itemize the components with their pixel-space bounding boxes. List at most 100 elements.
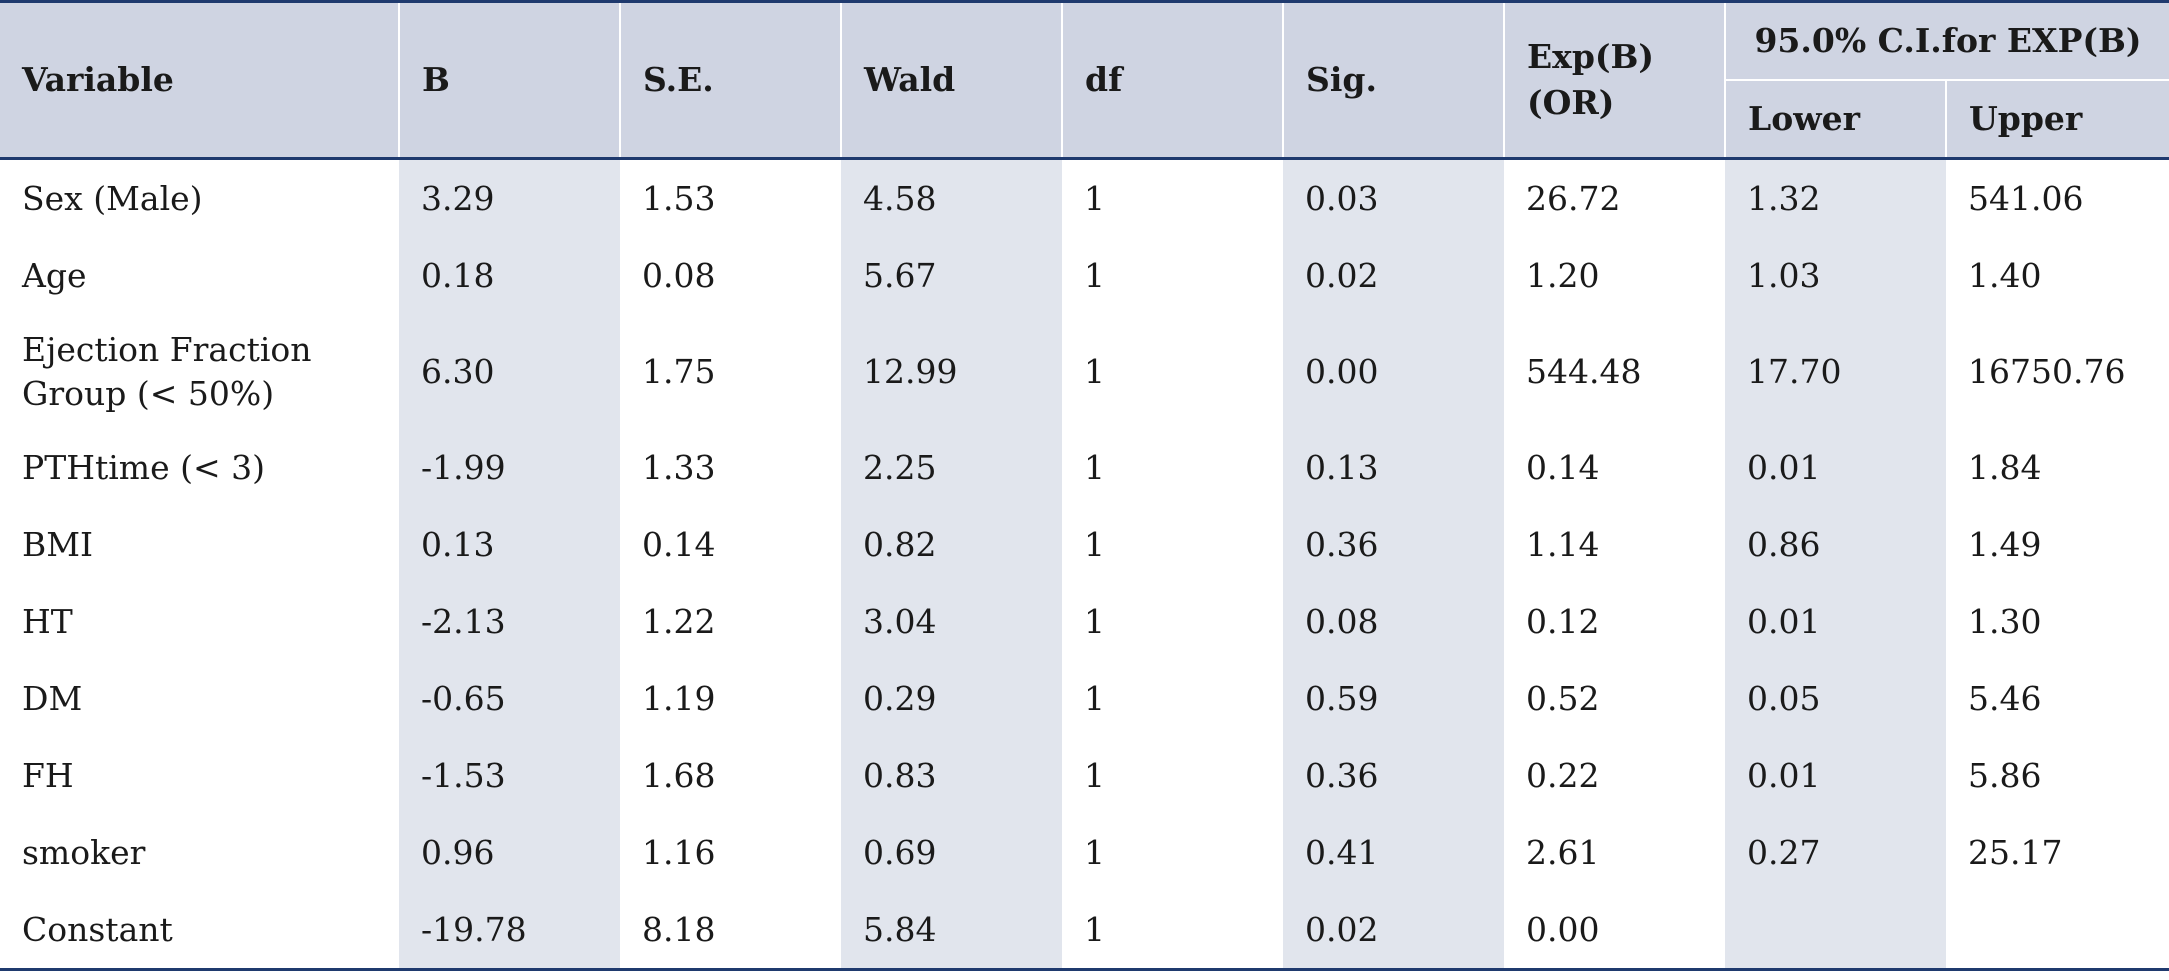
cell-wald: 5.67 xyxy=(841,237,1062,314)
cell-variable: PTHtime (< 3) xyxy=(22,447,266,487)
header-upper: Upper xyxy=(1946,80,2169,160)
cell-b: 0.18 xyxy=(399,237,620,314)
cell-b: -1.99 xyxy=(399,429,620,506)
cell-b: -2.13 xyxy=(399,583,620,660)
table-row: Ejection Fraction Group (< 50%) 6.30 1.75 12… xyxy=(0,314,2169,429)
cell-df: 1 xyxy=(1084,601,1105,641)
cell-upper: 541.06 xyxy=(1968,178,2084,218)
cell-df: 1 xyxy=(1084,524,1105,564)
cell-se: 0.14 xyxy=(642,524,716,564)
cell-upper: 1.40 xyxy=(1968,255,2042,295)
cell-variable: DM xyxy=(22,678,83,718)
cell-b: 6.30 xyxy=(399,314,620,429)
cell-se: 0.08 xyxy=(642,255,716,295)
cell-wald: 3.04 xyxy=(841,583,1062,660)
cell-b: 0.13 xyxy=(399,506,620,583)
cell-expb: 2.61 xyxy=(1526,832,1600,872)
cell-variable: Sex (Male) xyxy=(22,178,203,218)
cell-df: 1 xyxy=(1084,832,1105,872)
header-expb-line2: (OR) xyxy=(1527,83,1615,122)
cell-expb: 0.52 xyxy=(1526,678,1600,718)
table-row: smoker 0.96 1.16 0.69 1 0.41 2.61 0.27 25.17 xyxy=(0,814,2169,891)
cell-b: -1.53 xyxy=(399,737,620,814)
cell-sig: 0.08 xyxy=(1283,583,1504,660)
cell-lower xyxy=(1725,891,1946,970)
cell-upper: 25.17 xyxy=(1968,832,2063,872)
cell-variable: FH xyxy=(22,755,74,795)
cell-b: 0.96 xyxy=(399,814,620,891)
cell-wald: 0.29 xyxy=(841,660,1062,737)
header-b: B xyxy=(399,1,621,160)
table-row: Constant -19.78 8.18 5.84 1 0.02 0.00 xyxy=(0,891,2169,970)
cell-upper: 5.46 xyxy=(1968,678,2042,718)
cell-upper xyxy=(1946,891,2169,970)
cell-upper: 1.84 xyxy=(1968,447,2042,487)
cell-variable-line2: Group (< 50%) xyxy=(22,373,275,413)
table-row: FH -1.53 1.68 0.83 1 0.36 0.22 0.01 5.86 xyxy=(0,737,2169,814)
cell-df: 1 xyxy=(1084,678,1105,718)
cell-upper: 1.30 xyxy=(1968,601,2042,641)
table-row: PTHtime (< 3) -1.99 1.33 2.25 1 0.13 0.14 0.01 1… xyxy=(0,429,2169,506)
table-body: Sex (Male) 3.29 1.53 4.58 1 0.03 26.72 1.32 541.… xyxy=(0,158,2169,970)
cell-sig: 0.59 xyxy=(1283,660,1504,737)
cell-wald: 0.82 xyxy=(841,506,1062,583)
cell-variable: Constant xyxy=(22,909,173,949)
cell-expb: 1.14 xyxy=(1526,524,1600,564)
table-row: BMI 0.13 0.14 0.82 1 0.36 1.14 0.86 1.49 xyxy=(0,506,2169,583)
header-ci-group: 95.0% C.I.for EXP(B) xyxy=(1725,1,2169,81)
cell-lower: 1.32 xyxy=(1725,158,1946,237)
table-row: DM -0.65 1.19 0.29 1 0.59 0.52 0.05 5.46 xyxy=(0,660,2169,737)
cell-wald: 0.69 xyxy=(841,814,1062,891)
header-expb-line1: Exp(B) xyxy=(1527,37,1655,76)
cell-se: 1.22 xyxy=(642,601,716,641)
cell-df: 1 xyxy=(1084,351,1105,391)
cell-se: 1.19 xyxy=(642,678,716,718)
cell-se: 1.16 xyxy=(642,832,716,872)
cell-wald: 12.99 xyxy=(841,314,1062,429)
header-se: S.E. xyxy=(620,1,842,160)
header-sig: Sig. xyxy=(1283,1,1505,160)
cell-expb: 0.22 xyxy=(1526,755,1600,795)
cell-se: 1.68 xyxy=(642,755,716,795)
cell-sig: 0.02 xyxy=(1283,237,1504,314)
cell-b: 3.29 xyxy=(399,158,620,237)
cell-variable: Ejection Fraction Group (< 50%) xyxy=(0,314,399,429)
cell-wald: 2.25 xyxy=(841,429,1062,506)
cell-lower: 1.03 xyxy=(1725,237,1946,314)
cell-variable: BMI xyxy=(22,524,94,564)
cell-upper: 5.86 xyxy=(1968,755,2042,795)
cell-df: 1 xyxy=(1084,447,1105,487)
cell-upper: 16750.76 xyxy=(1968,351,2126,391)
cell-se: 1.33 xyxy=(642,447,716,487)
cell-sig: 0.36 xyxy=(1283,737,1504,814)
header-expb: Exp(B) (OR) xyxy=(1504,1,1726,160)
table-row: Age 0.18 0.08 5.67 1 0.02 1.20 1.03 1.40 xyxy=(0,237,2169,314)
cell-expb: 0.00 xyxy=(1526,909,1600,949)
cell-expb: 0.14 xyxy=(1526,447,1600,487)
cell-df: 1 xyxy=(1084,755,1105,795)
cell-expb: 544.48 xyxy=(1526,351,1642,391)
cell-sig: 0.41 xyxy=(1283,814,1504,891)
table-header: Variable B S.E. Wald df Sig. Exp(B) (OR)… xyxy=(0,1,2169,160)
cell-se: 1.75 xyxy=(642,351,716,391)
table-row: Sex (Male) 3.29 1.53 4.58 1 0.03 26.72 1.32 541.… xyxy=(0,158,2169,237)
cell-lower: 0.05 xyxy=(1725,660,1946,737)
cell-se: 8.18 xyxy=(642,909,716,949)
cell-expb: 0.12 xyxy=(1526,601,1600,641)
cell-sig: 0.00 xyxy=(1283,314,1504,429)
cell-wald: 0.83 xyxy=(841,737,1062,814)
header-df: df xyxy=(1062,1,1284,160)
header-variable: Variable xyxy=(0,1,400,160)
cell-df: 1 xyxy=(1084,255,1105,295)
cell-se: 1.53 xyxy=(642,178,716,218)
cell-variable-line1: Ejection Fraction xyxy=(22,329,312,369)
cell-wald: 5.84 xyxy=(841,891,1062,970)
cell-b: -0.65 xyxy=(399,660,620,737)
cell-sig: 0.03 xyxy=(1283,158,1504,237)
cell-sig: 0.02 xyxy=(1283,891,1504,970)
cell-df: 1 xyxy=(1084,178,1105,218)
cell-df: 1 xyxy=(1084,909,1105,949)
cell-variable: smoker xyxy=(22,832,146,872)
cell-expb: 1.20 xyxy=(1526,255,1600,295)
